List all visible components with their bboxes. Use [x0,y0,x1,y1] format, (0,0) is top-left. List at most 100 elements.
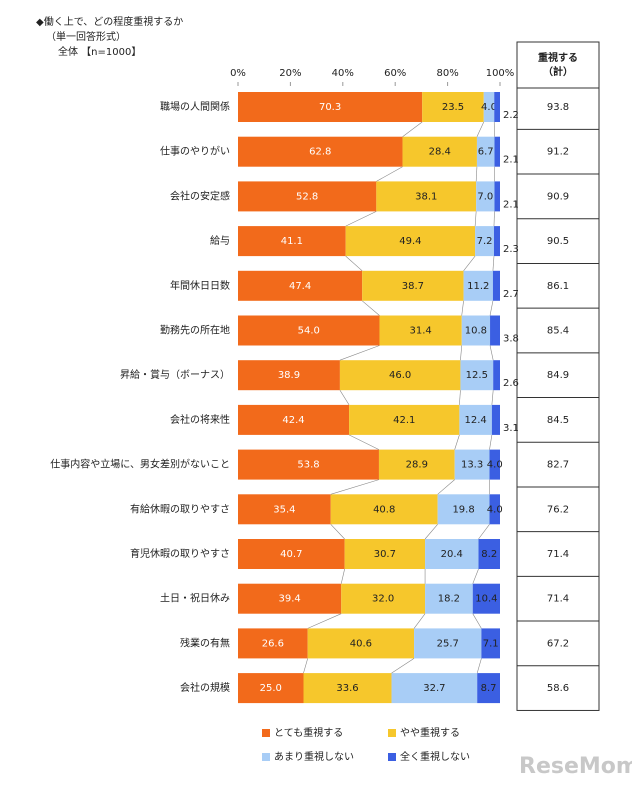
connector [489,300,494,316]
connector [476,121,485,137]
category-label: 仕事のやりがい [160,145,230,158]
value-label: 2.7 [503,289,519,300]
value-label: 6.7 [478,147,494,158]
bar-segment [238,494,331,525]
total-value: 76.2 [547,504,569,515]
connector [340,568,345,584]
bar-segment [391,673,478,704]
bar-segment [461,315,491,346]
connector [339,345,380,361]
total-value: 58.6 [547,683,569,694]
value-label: 28.4 [429,147,451,158]
connector [345,255,363,272]
bar-segment [422,92,484,122]
category-label: 会社の安定感 [170,189,230,202]
bar-segment [238,315,380,346]
bar-segment [483,92,495,122]
bar-segment [493,226,500,257]
connector [492,256,495,271]
total-value: 71.4 [547,549,569,560]
bar-segment [437,494,490,525]
bar-segment [414,628,482,659]
bar-segment [454,449,490,480]
bar-segment [402,136,477,167]
value-label: 32.0 [372,594,394,605]
connector [424,524,438,540]
value-label: 31.4 [409,326,431,337]
connector [330,479,380,495]
bar-segment [489,449,500,480]
category-label: 給与 [210,234,230,247]
legend-label: とても重視する [274,726,343,739]
value-label: 13.3 [461,460,483,471]
total-value: 67.2 [547,638,569,649]
value-label: 33.6 [336,683,358,694]
value-label: 2.1 [503,199,519,210]
x-tick-label: 100% [486,68,515,79]
x-tick-label: 0% [230,68,246,79]
sample-size: 全体 【n=1000】 [58,45,141,58]
connector [348,434,380,450]
category-label: 会社の規模 [180,681,230,694]
bar-segment [475,226,494,257]
bar-segment [481,628,500,659]
connector [476,658,482,674]
bar-segment [425,583,473,614]
bar-segment [362,270,464,301]
connector [459,390,461,405]
value-label: 39.4 [278,594,300,605]
value-label: 38.1 [415,191,437,202]
total-value: 84.9 [547,370,569,381]
connector [361,300,380,316]
connector [391,658,415,674]
bar-segment [490,315,500,346]
bar-segment [376,181,477,212]
connector [475,166,478,182]
subtitle: （単一回答形式） [46,30,126,43]
value-label: 42.4 [282,415,304,426]
connector [463,255,476,271]
total-value: 71.4 [547,594,569,605]
value-label: 30.7 [374,549,396,560]
category-label: 土日・祝日休み [160,592,230,605]
bar-segment [476,181,495,212]
bar-segment [238,226,346,257]
total-value: 90.9 [547,191,569,202]
value-label: 35.4 [273,504,295,515]
value-label: 2.6 [503,378,519,389]
bar-segment [238,270,363,301]
value-label: 7.2 [477,236,493,247]
bar-segment [491,404,500,435]
bar-segment [339,360,461,391]
total-value: 91.2 [547,147,569,158]
value-label: 2.2 [503,110,519,121]
value-label: 2.1 [503,155,519,166]
connector [307,613,342,629]
value-label: 8.7 [481,683,497,694]
bar-segment [379,315,462,346]
value-label: 3.8 [503,334,519,345]
table-body [516,87,600,711]
value-label: 53.8 [297,460,319,471]
value-label: 41.1 [281,236,303,247]
watermark: ReseMom [519,754,632,779]
connector [491,390,494,405]
value-label: 49.4 [399,236,421,247]
bar-segment [460,360,494,391]
value-label: 12.4 [465,415,487,426]
connector [437,479,455,495]
bar-segment [476,136,495,167]
bar-segment [341,583,426,614]
connector [472,568,479,584]
bar-segment [330,494,438,525]
connector [460,345,463,361]
total-value: 86.1 [547,281,569,292]
value-label: 4.0 [487,460,503,471]
category-label: 年間休日日数 [170,279,230,292]
value-label: 25.7 [437,638,459,649]
legend-label: あまり重視しない [274,750,354,763]
bar-segment [489,494,500,525]
value-label: 3.1 [503,423,519,434]
value-label: 7.1 [483,638,499,649]
x-tick-label: 80% [436,68,458,79]
